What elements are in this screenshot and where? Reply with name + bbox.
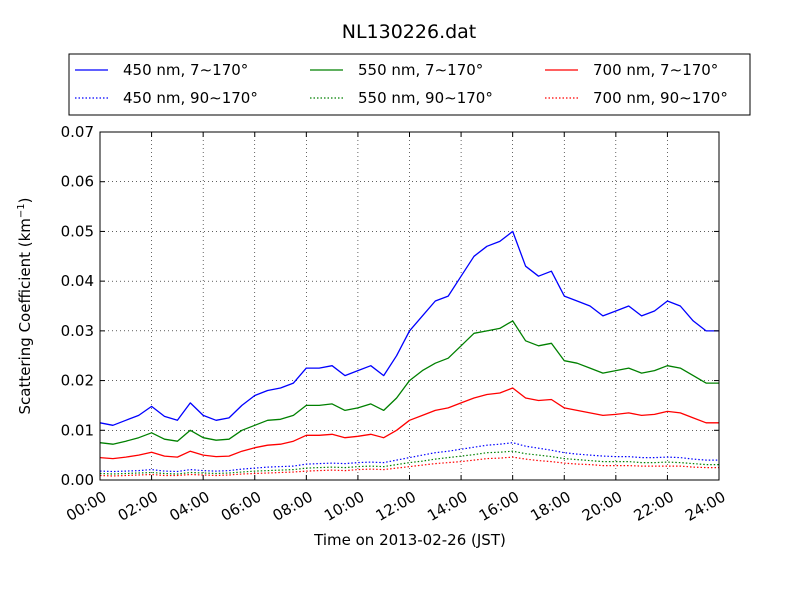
- x-axis-label: Time on 2013-02-26 (JST): [313, 531, 506, 549]
- legend-label: 700 nm, 90∼170°: [593, 89, 728, 107]
- y-tick-label: 0.07: [61, 123, 94, 141]
- legend-label: 700 nm, 7∼170°: [593, 61, 718, 79]
- legend-label: 550 nm, 90∼170°: [358, 89, 493, 107]
- y-tick-label: 0.01: [61, 421, 94, 439]
- y-tick-label: 0.04: [61, 272, 94, 290]
- series-layer: [99, 230, 719, 477]
- series-line: [99, 230, 719, 426]
- series-line: [99, 442, 719, 473]
- y-tick-label: 0.02: [61, 372, 94, 390]
- legend: 450 nm, 7∼170° 550 nm, 7∼170° 700 nm, 7∼17…: [68, 53, 751, 116]
- legend-label: 450 nm, 90∼170°: [123, 89, 258, 107]
- y-tick-label: 0.06: [61, 173, 94, 191]
- legend-label: 550 nm, 7∼170°: [358, 61, 483, 79]
- y-axis-label: Scattering Coefficient (km−1): [16, 197, 34, 414]
- series-line: [99, 387, 719, 460]
- y-axis-label-main: Scattering Coefficient (km: [16, 218, 34, 414]
- y-tick-label: 0.03: [61, 322, 94, 340]
- y-tick-label: 0.00: [61, 471, 94, 489]
- y-axis-label-close: ): [16, 197, 34, 203]
- legend-label: 450 nm, 7∼170°: [123, 61, 248, 79]
- series-line: [99, 320, 719, 445]
- y-tick-label: 0.05: [61, 222, 94, 240]
- chart-title: NL130226.dat: [342, 21, 477, 43]
- legend-box: [68, 53, 751, 116]
- y-axis-label-superscript: −1: [16, 203, 27, 218]
